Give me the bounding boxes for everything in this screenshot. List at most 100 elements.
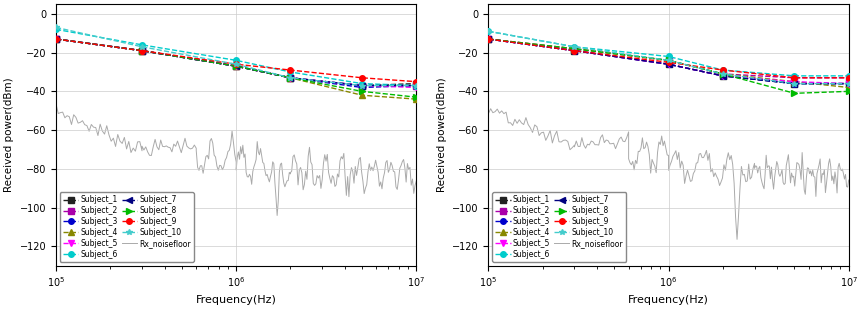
Subject_8 xyxy=(137,49,147,53)
Subject_3 xyxy=(843,82,853,86)
Subject_4 xyxy=(717,72,728,76)
Line: Subject_3: Subject_3 xyxy=(485,36,851,87)
Subject_4 xyxy=(663,58,673,62)
Line: Subject_2: Subject_2 xyxy=(53,36,418,88)
X-axis label: Frequency(Hz): Frequency(Hz) xyxy=(195,295,276,305)
Subject_10 xyxy=(285,76,295,80)
Subject_8 xyxy=(568,47,579,51)
Subject_10 xyxy=(789,82,799,86)
Line: Subject_5: Subject_5 xyxy=(53,36,418,90)
Subject_4 xyxy=(411,97,421,101)
Rx_noisefloor xyxy=(573,145,583,148)
Subject_9 xyxy=(717,68,728,72)
Line: Subject_9: Subject_9 xyxy=(53,36,418,84)
Subject_4 xyxy=(51,37,61,41)
Subject_10 xyxy=(137,45,147,49)
Line: Subject_7: Subject_7 xyxy=(485,36,851,87)
Rx_noisefloor xyxy=(731,238,741,241)
Subject_8 xyxy=(411,95,421,99)
Line: Subject_6: Subject_6 xyxy=(53,27,418,88)
Subject_3 xyxy=(789,82,799,86)
Subject_9 xyxy=(568,49,579,53)
Subject_10 xyxy=(231,62,241,66)
Line: Subject_7: Subject_7 xyxy=(53,36,418,88)
Line: Subject_4: Subject_4 xyxy=(485,36,851,90)
Subject_2 xyxy=(231,64,241,68)
Subject_10 xyxy=(843,82,853,86)
Subject_9 xyxy=(231,62,241,66)
Y-axis label: Received power(dBm): Received power(dBm) xyxy=(436,78,446,192)
Legend: Subject_1, Subject_2, Subject_3, Subject_4, Subject_5, Subject_6, Subject_7, Sub: Subject_1, Subject_2, Subject_3, Subject… xyxy=(492,192,626,262)
Subject_5 xyxy=(568,49,579,53)
Rx_noisefloor xyxy=(51,102,61,106)
Subject_6 xyxy=(411,84,421,87)
Subject_7 xyxy=(789,82,799,86)
Rx_noisefloor xyxy=(411,179,421,183)
Subject_4 xyxy=(285,76,295,80)
Subject_8 xyxy=(51,37,61,41)
Y-axis label: Received power(dBm): Received power(dBm) xyxy=(4,78,14,192)
Rx_noisefloor xyxy=(400,166,410,170)
Subject_10 xyxy=(717,72,728,76)
Rx_noisefloor xyxy=(485,107,495,111)
Subject_6 xyxy=(789,74,799,78)
Subject_7 xyxy=(51,37,61,41)
Subject_10 xyxy=(663,58,673,62)
Subject_5 xyxy=(663,62,673,66)
Subject_7 xyxy=(568,49,579,53)
Subject_2 xyxy=(51,37,61,41)
Subject_4 xyxy=(789,80,799,83)
Subject_2 xyxy=(717,72,728,76)
Subject_4 xyxy=(568,47,579,51)
Subject_9 xyxy=(137,49,147,53)
Subject_8 xyxy=(285,76,295,80)
Subject_2 xyxy=(285,76,295,80)
Subject_3 xyxy=(285,76,295,80)
Subject_5 xyxy=(285,76,295,80)
Subject_5 xyxy=(843,82,853,86)
Subject_2 xyxy=(663,58,673,62)
Rx_noisefloor xyxy=(834,167,845,171)
Rx_noisefloor xyxy=(234,157,245,161)
Rx_noisefloor xyxy=(314,174,325,177)
Line: Rx_noisefloor: Rx_noisefloor xyxy=(488,109,848,239)
Subject_4 xyxy=(137,49,147,53)
Subject_8 xyxy=(231,64,241,68)
Subject_7 xyxy=(137,49,147,53)
Line: Subject_5: Subject_5 xyxy=(485,36,851,87)
Subject_1 xyxy=(51,37,61,41)
Rx_noisefloor xyxy=(664,163,674,167)
Subject_8 xyxy=(663,58,673,62)
Subject_2 xyxy=(843,76,853,80)
Subject_10 xyxy=(51,26,61,29)
Rx_noisefloor xyxy=(483,112,493,115)
Rx_noisefloor xyxy=(139,148,149,152)
Subject_6 xyxy=(483,29,493,33)
Rx_noisefloor xyxy=(281,182,291,185)
X-axis label: Frequency(Hz): Frequency(Hz) xyxy=(628,295,709,305)
Subject_8 xyxy=(717,72,728,76)
Subject_3 xyxy=(51,37,61,41)
Line: Subject_1: Subject_1 xyxy=(53,36,418,88)
Rx_noisefloor xyxy=(231,168,241,172)
Subject_9 xyxy=(663,61,673,64)
Subject_1 xyxy=(843,82,853,86)
Subject_9 xyxy=(789,76,799,80)
Subject_1 xyxy=(663,62,673,66)
Subject_8 xyxy=(789,91,799,95)
Subject_6 xyxy=(356,82,367,86)
Subject_9 xyxy=(843,76,853,80)
Subject_1 xyxy=(356,84,367,87)
Subject_6 xyxy=(663,55,673,58)
Subject_1 xyxy=(411,82,421,86)
Subject_3 xyxy=(717,74,728,78)
Subject_9 xyxy=(356,76,367,80)
Subject_8 xyxy=(843,90,853,93)
Subject_3 xyxy=(137,49,147,53)
Subject_1 xyxy=(568,49,579,53)
Line: Subject_10: Subject_10 xyxy=(53,25,418,88)
Subject_1 xyxy=(137,49,147,53)
Rx_noisefloor xyxy=(843,178,853,182)
Subject_6 xyxy=(231,58,241,62)
Subject_2 xyxy=(137,49,147,53)
